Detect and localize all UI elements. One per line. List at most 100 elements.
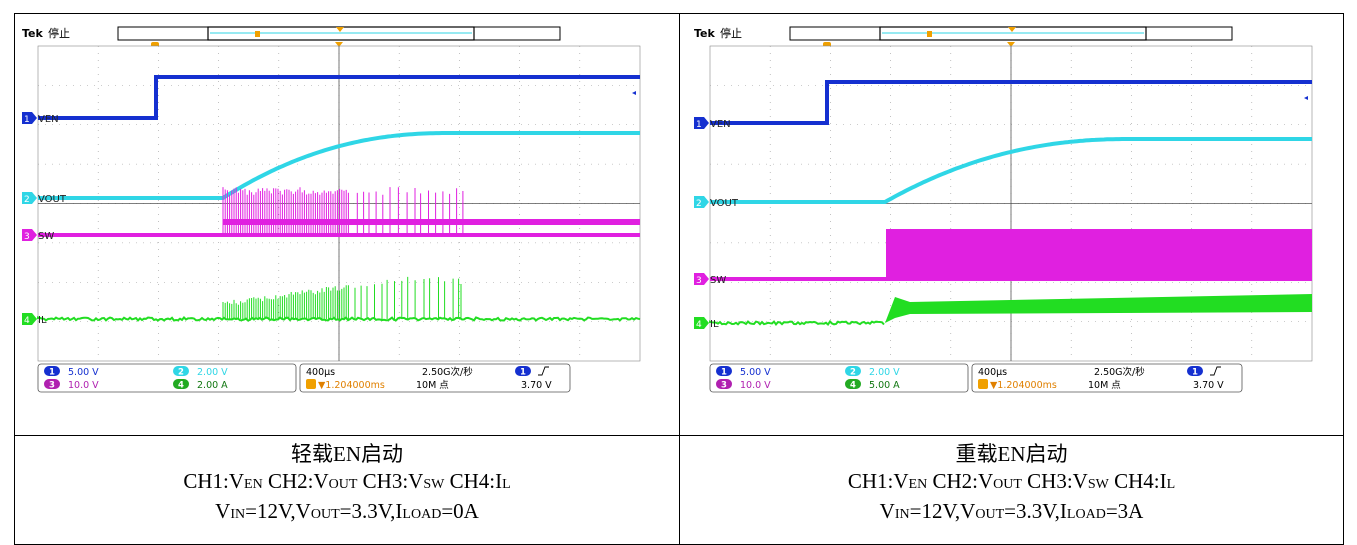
readout-trigger-icon xyxy=(978,379,988,389)
readout-trigger-source-badge xyxy=(515,366,531,376)
trace-ch3-sw-switching xyxy=(887,229,1312,281)
readout-badge-ch1 xyxy=(716,366,732,376)
readout-timebase-panel xyxy=(971,363,1243,393)
channel-label-ch3: SW xyxy=(38,231,54,242)
caption-conditions: VIN=12V,VOUT=3.3V,ILOAD=0A xyxy=(14,498,680,528)
readout-trigger-icon xyxy=(306,379,316,389)
caption-text: =12V,V xyxy=(909,499,976,523)
caption-text: =3A xyxy=(1105,499,1144,523)
trace-ch4-il xyxy=(37,316,641,322)
caption-text: CH2:V xyxy=(262,469,329,493)
readout-badge-ch3 xyxy=(44,379,60,389)
caption-subscript: IN xyxy=(894,507,910,522)
caption-text: =12V,V xyxy=(245,499,311,523)
readout-badge-ch1 xyxy=(44,366,60,376)
readout-badge-number: 1 xyxy=(49,368,55,378)
channel-label-ch2: VOUT xyxy=(38,194,67,205)
readout-channels-panel xyxy=(37,363,297,393)
run-state-label: 停止 xyxy=(48,26,70,40)
readout-badge-ch2 xyxy=(173,366,189,376)
trigger-position-marker xyxy=(1008,27,1016,32)
readout-sample-rate: 2.50G次/秒 xyxy=(1094,366,1145,378)
caption-subscript: IN xyxy=(230,507,246,522)
channel-marker-ch1 xyxy=(22,112,37,124)
channel-marker-number: 4 xyxy=(696,320,702,330)
center-marker xyxy=(1007,42,1015,47)
readout-scale-ch4: 5.00 A xyxy=(869,380,900,391)
caption-subscript: OUT xyxy=(993,477,1022,492)
readout-trigger-position: ▼1.204000ms xyxy=(990,380,1057,391)
trace-ch4-il-ripple xyxy=(885,294,1312,323)
readout-scale-ch4: 2.00 A xyxy=(197,380,228,391)
readout-trigger-position: ▼1.204000ms xyxy=(318,380,385,391)
caption-text: V xyxy=(879,499,895,523)
readout-channels-panel xyxy=(709,363,969,393)
channel-label-ch4: IL xyxy=(710,319,719,330)
channel-label-ch4: IL xyxy=(38,315,47,326)
readout-sample-rate: 2.50G次/秒 xyxy=(422,366,473,378)
trigger-slope-icon xyxy=(538,366,549,376)
caption-text: CH3:V xyxy=(357,469,424,493)
trace-ch4-il-spikes xyxy=(222,276,462,319)
caption-subscript: SW xyxy=(423,477,445,492)
readout-badge-ch4 xyxy=(845,379,861,389)
caption-conditions: VIN=12V,VOUT=3.3V,ILOAD=3A xyxy=(679,498,1344,528)
caption-text: CH4:I xyxy=(1108,469,1167,493)
run-state-label: 停止 xyxy=(720,26,742,40)
channel-marker-number: 2 xyxy=(696,199,702,209)
readout-scale-ch1: 5.00 V xyxy=(740,367,771,378)
caption-title: 轻载EN启动 xyxy=(291,442,403,466)
caption-text: CH1:V xyxy=(847,469,909,493)
readout-trigger-source-badge xyxy=(1187,366,1203,376)
readout-badge-number: 3 xyxy=(49,381,55,391)
readout-scale-ch3: 10.0 V xyxy=(68,380,99,391)
channel-marker-number: 3 xyxy=(24,232,30,242)
caption-subscript: OUT xyxy=(310,507,340,522)
ch1-level-marker xyxy=(1304,96,1308,100)
readout-scale-ch1: 5.00 V xyxy=(68,367,99,378)
channel-marker-number: 4 xyxy=(24,316,30,326)
readout-badge-number: 3 xyxy=(721,381,727,391)
channel-label-ch2: VOUT xyxy=(710,198,739,209)
trigger-overview-marker xyxy=(255,31,260,37)
trace-ch3-sw-bursts xyxy=(222,187,464,235)
channel-marker-number: 1 xyxy=(696,120,702,130)
caption-subscript: LOAD xyxy=(402,507,442,522)
caption-right: 重载EN启动 CH1:VEN CH2:VOUT CH3:VSW CH4:IL V… xyxy=(679,441,1344,528)
trace-ch1-ven xyxy=(710,80,1312,125)
readout-badge-number: 1 xyxy=(520,368,526,378)
caption-subscript: EN xyxy=(244,477,263,492)
caption-subscript: EN xyxy=(908,477,928,492)
channel-marker-ch2 xyxy=(22,192,37,204)
caption-text: CH4:I xyxy=(444,469,503,493)
trace-ch4-il xyxy=(709,319,885,327)
caption-text: =3.3V,I xyxy=(339,499,403,523)
trigger-position-marker xyxy=(336,27,344,32)
channel-marker-number: 2 xyxy=(24,195,30,205)
readout-badge-number: 1 xyxy=(1192,368,1198,378)
channel-label-ch1: VEN xyxy=(38,114,59,125)
trace-ch2-vout xyxy=(38,131,640,200)
readout-record-length: 10M 点 xyxy=(416,380,449,391)
readout-scale-ch3: 10.0 V xyxy=(740,380,771,391)
channel-label-ch1: VEN xyxy=(710,119,731,130)
caption-text: =0A xyxy=(441,499,479,523)
oscilloscope-screen-heavy-load: Tek 停止 1 VEN 2 VOUT 3 SW 4 IL 1 5.00 V 3 10.0 V 2 2.00 … xyxy=(694,26,1313,393)
readout-badge-number: 2 xyxy=(850,368,856,378)
channel-marker-number: 1 xyxy=(24,115,30,125)
ch1-level-marker xyxy=(632,91,636,95)
caption-left: 轻载EN启动 CH1:VEN CH2:VOUT CH3:VSW CH4:IL V… xyxy=(14,441,680,528)
caption-channels: CH1:VEN CH2:VOUT CH3:VSW CH4:IL xyxy=(679,468,1344,498)
channel-label-ch3: SW xyxy=(710,275,726,286)
brand-label: Tek xyxy=(694,27,716,40)
readout-trigger-level: 3.70 V xyxy=(1193,380,1224,391)
channel-marker-ch4 xyxy=(694,317,709,329)
caption-title: 重载EN启动 xyxy=(955,442,1068,466)
readout-badge-ch2 xyxy=(845,366,861,376)
readout-badge-ch3 xyxy=(716,379,732,389)
channel-marker-ch2 xyxy=(694,196,709,208)
trace-ch2-vout xyxy=(710,137,1312,204)
readout-timebase: 400μs xyxy=(978,367,1007,378)
caption-text: CH3:V xyxy=(1021,469,1088,493)
caption-subscript: L xyxy=(502,477,511,492)
